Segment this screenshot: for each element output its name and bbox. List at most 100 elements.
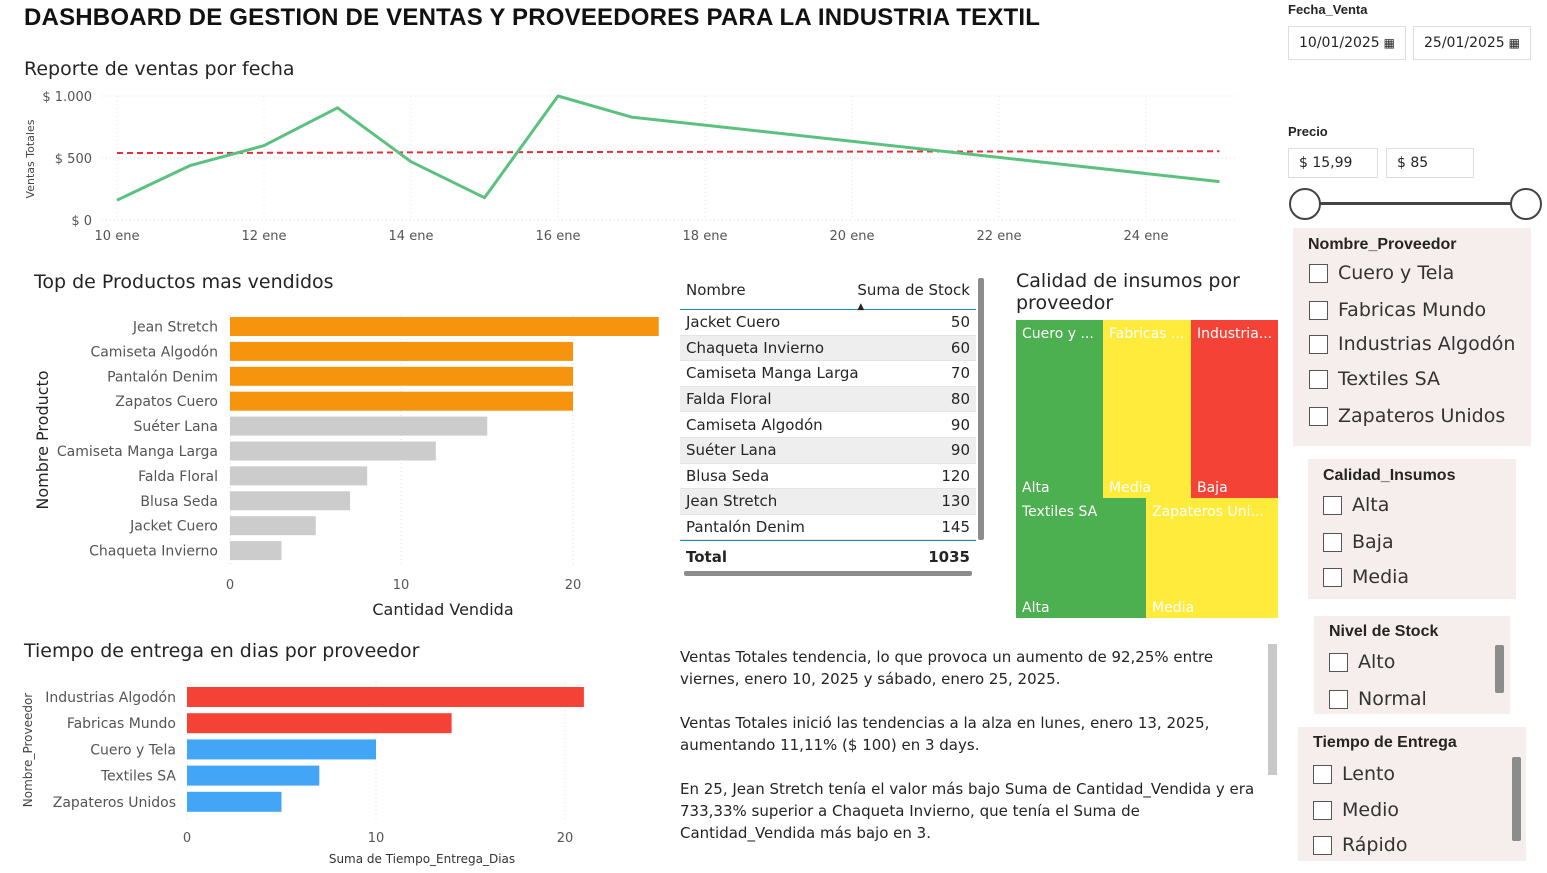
treemap-cell[interactable]: Fabricas ... Media [1103,320,1191,498]
product-bar[interactable] [230,441,436,461]
product-category-label: Camiseta Algodón [90,344,218,360]
precio-slider-max-handle[interactable] [1510,188,1542,220]
xtick: 16 ene [536,229,581,244]
table-row[interactable]: Chaqueta Invierno 60 [680,335,976,362]
table-row[interactable]: Jacket Cuero 50 [680,310,976,336]
treemap-cell[interactable]: Zapateros Uni... Media [1146,498,1278,618]
calidad-slicer-title: Calidad_Insumos [1323,467,1456,484]
entrega-slicer: Tiempo de Entrega Lento Medio Rápido [1298,727,1526,861]
top-products-ylabel: Nombre Producto [33,370,52,509]
narrative-paragraph: Ventas Totales inició las tendencias a l… [680,714,1210,754]
delivery-xlabel: Suma de Tiempo_Entrega_Dias [329,852,515,866]
proveedor-option[interactable]: Cuero y Tela [1309,262,1454,284]
sales-line-chart: Ventas Totales $ 1.000 $ 500 $ 0 10 ene … [24,90,1235,244]
table-row[interactable]: Pantalón Denim 145 [680,515,976,541]
cell-stock: 130 [941,492,970,511]
smart-narrative: Ventas Totales tendencia, lo que provoca… [680,646,1270,866]
cell-nombre: Falda Floral [686,390,772,409]
table-row[interactable]: Camiseta Manga Larga 70 [680,361,976,387]
entrega-option[interactable]: Lento [1313,763,1395,785]
stock-slicer-scrollbar[interactable] [1495,645,1504,693]
supplier-category-label: Textiles SA [100,769,177,785]
product-bar[interactable] [230,491,351,511]
product-category-label: Chaqueta Invierno [89,544,218,560]
fecha-filter-label: Fecha_Venta [1288,2,1368,17]
calidad-option[interactable]: Alta [1323,494,1389,516]
top-products-title: Top de Productos mas vendidos [34,271,334,293]
cell-nombre: Camiseta Manga Larga [686,364,859,383]
product-bar[interactable] [230,391,573,411]
cell-stock: 50 [950,313,970,332]
precio-slider-min-handle[interactable] [1289,188,1321,220]
xtick: 12 ene [242,229,287,244]
supplier-bar[interactable] [187,739,376,760]
precio-slider-track[interactable] [1305,202,1527,205]
entrega-option[interactable]: Rápido [1313,834,1407,856]
treemap-cell[interactable]: Cuero y ... Alta [1016,320,1103,498]
calidad-option[interactable]: Baja [1323,531,1394,553]
delivery-ylabel: Nombre_Proveedor [21,693,35,808]
product-bar[interactable] [230,366,573,386]
cell-stock: 145 [941,518,970,537]
cell-nombre: Chaqueta Invierno [686,338,825,357]
precio-max-input[interactable]: $ 85 [1386,148,1474,178]
calendar-icon[interactable]: ▦ [1508,36,1520,50]
entrega-slicer-scrollbar[interactable] [1512,757,1521,841]
cell-nombre: Jean Stretch [686,492,778,511]
product-bar[interactable] [230,341,573,361]
supplier-bar[interactable] [187,687,584,707]
product-category-label: Jacket Cuero [129,519,218,535]
fecha-from-input[interactable]: 10/01/2025 ▦ [1288,26,1406,60]
calendar-icon[interactable]: ▦ [1383,36,1395,50]
xtick: 0 [226,578,234,593]
product-bar[interactable] [230,317,659,336]
cell-nombre: Jacket Cuero [686,313,781,332]
product-bar[interactable] [230,466,368,486]
product-bar[interactable] [230,541,282,561]
table-row[interactable]: Falda Floral 80 [680,386,976,413]
total-label: Total [686,547,727,566]
xtick: 18 ene [683,229,728,244]
proveedor-option[interactable]: Textiles SA [1309,368,1440,390]
dashboard-title: DASHBOARD DE GESTION DE VENTAS Y PROVEED… [24,4,1041,31]
xtick: 20 [557,831,574,846]
supplier-category-label: Fabricas Mundo [67,716,176,732]
cell-nombre: Suéter Lana [686,441,777,460]
cell-stock: 90 [950,415,970,434]
treemap-cell[interactable]: Textiles SA Alta [1016,498,1146,618]
narrative-scrollbar[interactable] [1268,644,1277,775]
product-category-label: Camiseta Manga Larga [57,444,218,460]
xtick: 0 [183,831,191,846]
stock-option[interactable]: Alto [1329,651,1395,673]
fecha-to-input[interactable]: 25/01/2025 ▦ [1413,26,1531,60]
supplier-bar[interactable] [187,713,452,734]
stock-option[interactable]: Normal [1329,688,1427,710]
product-bar[interactable] [230,416,488,436]
table-vscrollbar[interactable] [978,278,984,540]
calidad-option[interactable]: Media [1323,566,1409,588]
proveedor-option[interactable]: Fabricas Mundo [1309,299,1486,321]
supplier-category-label: Cuero y Tela [90,742,176,758]
sales-line [116,94,1220,202]
table-row[interactable]: Blusa Seda 120 [680,464,976,490]
cell-stock: 70 [950,364,970,383]
entrega-option[interactable]: Medio [1313,799,1399,821]
supplier-bar[interactable] [187,765,320,786]
proveedor-option[interactable]: Industrias Algodón [1309,333,1515,355]
trend-line [117,150,1220,154]
product-category-label: Suéter Lana [133,419,218,435]
treemap-cell[interactable]: Industria... Baja [1191,320,1278,498]
proveedor-option[interactable]: Zapateros Unidos [1309,405,1505,427]
stock-slicer: Nivel de Stock Alto Normal [1314,616,1510,714]
table-row[interactable]: Jean Stretch 130 [680,489,976,515]
table-hscrollbar[interactable] [684,571,972,576]
col-stock-header[interactable]: Suma de Stock ▲ [857,280,970,312]
table-row[interactable]: Suéter Lana 90 [680,437,976,464]
supplier-bar[interactable] [187,791,282,812]
cell-stock: 90 [950,441,970,460]
cell-nombre: Blusa Seda [686,466,770,485]
col-nombre-header[interactable]: Nombre [686,280,746,299]
precio-min-input[interactable]: $ 15,99 [1288,148,1378,178]
product-bar[interactable] [230,516,316,536]
table-row[interactable]: Camiseta Algodón 90 [680,412,976,438]
